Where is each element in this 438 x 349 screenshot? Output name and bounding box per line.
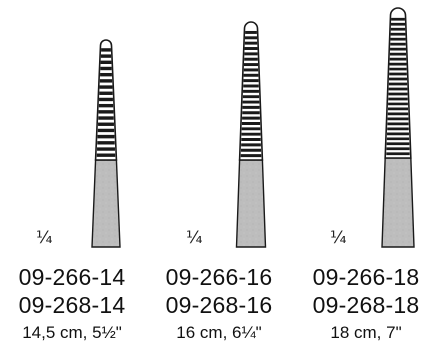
catalog-number: 09-266-16 bbox=[165, 264, 273, 290]
instrument-shaft bbox=[381, 157, 415, 248]
instrument-shaft bbox=[91, 159, 121, 248]
instrument-column-1: 09-266-14 09-268-14 14,5 cm, 5½" bbox=[2, 263, 142, 345]
catalog-number: 09-266-14 bbox=[18, 264, 126, 290]
catalog-number: 09-268-14 bbox=[18, 292, 126, 318]
instrument-size: 14,5 cm, 5½" bbox=[22, 323, 122, 342]
catalog-number: 09-266-18 bbox=[312, 264, 420, 290]
scale-label: ¼ bbox=[186, 228, 203, 248]
instrument-shaft bbox=[235, 159, 267, 248]
instrument-tip-09-266-14 bbox=[91, 39, 121, 248]
instrument-column-3: 09-266-18 09-268-18 18 cm, 7" bbox=[296, 263, 436, 345]
instrument-tip-09-266-18 bbox=[381, 7, 415, 248]
catalog-number: 09-268-18 bbox=[312, 292, 420, 318]
instrument-column-2: 09-266-16 09-268-16 16 cm, 6¼" bbox=[149, 263, 289, 345]
scale-label: ¼ bbox=[36, 228, 53, 248]
scale-label: ¼ bbox=[330, 228, 347, 248]
catalog-number: 09-268-16 bbox=[165, 292, 273, 318]
instrument-size: 18 cm, 7" bbox=[330, 323, 402, 342]
instrument-tip-09-266-16 bbox=[235, 21, 267, 248]
instrument-size: 16 cm, 6¼" bbox=[176, 323, 262, 342]
